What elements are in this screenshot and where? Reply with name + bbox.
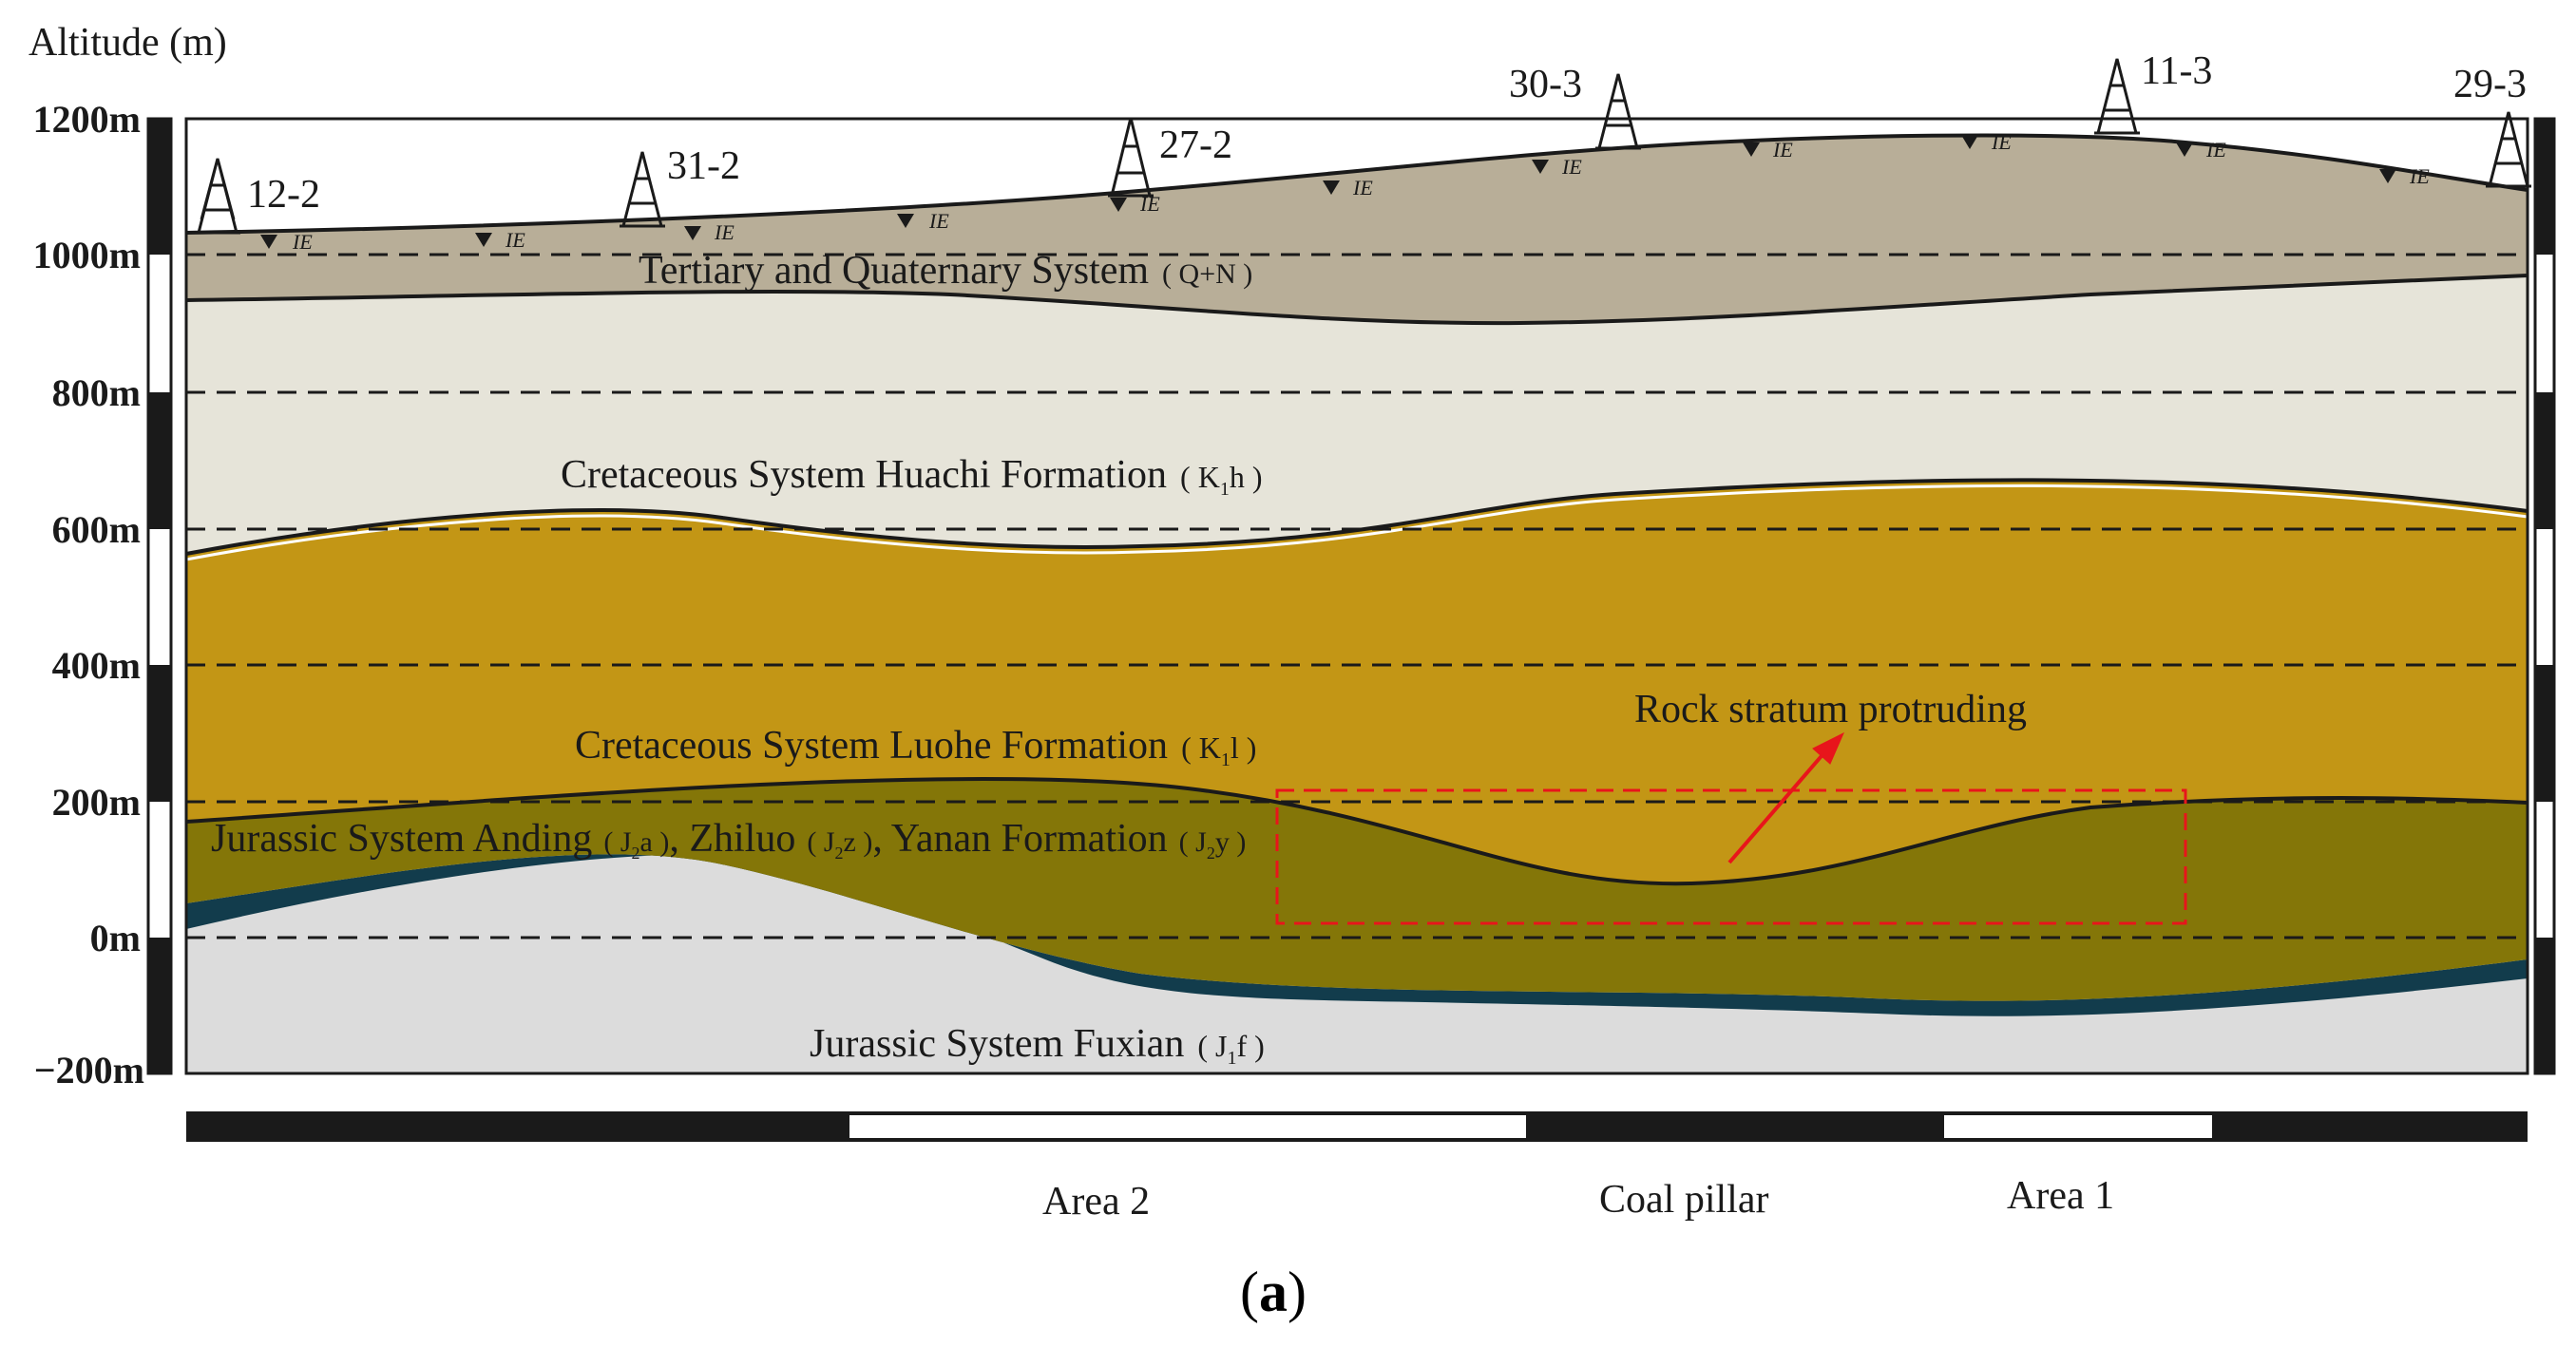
protrusion-annotation: Rock stratum protruding bbox=[1634, 688, 2027, 731]
wt-glyph: ΙΕ bbox=[928, 209, 949, 233]
y-tick: 200m bbox=[52, 781, 141, 824]
luohe-top-line bbox=[185, 478, 2528, 556]
y-axis-title: Altitude (m) bbox=[29, 21, 227, 65]
huachi-label: Cretaceous System Huachi Formation( K1h … bbox=[561, 453, 1262, 500]
wt-glyph: ΙΕ bbox=[2409, 164, 2430, 188]
derrick-icon bbox=[2094, 58, 2140, 135]
y-axis-ticks: 1200m 1000m 800m 600m 400m 200m 0m −200m bbox=[33, 98, 144, 1091]
y-tick: −200m bbox=[34, 1049, 144, 1091]
wt-glyph: ΙΕ bbox=[1561, 155, 1582, 179]
coal-seam-layer bbox=[186, 854, 2528, 1016]
stratum-boundaries bbox=[185, 133, 2528, 886]
wt-glyph: ΙΕ bbox=[714, 220, 735, 244]
wt-glyph: ΙΕ bbox=[505, 228, 525, 252]
area-label: Coal pillar bbox=[1599, 1178, 1768, 1222]
surface-line bbox=[185, 133, 2528, 235]
borehole-label: 27-2 bbox=[1159, 123, 1232, 167]
luohe-label: Cretaceous System Luohe Formation( K1l ) bbox=[575, 724, 1256, 770]
derrick-icon bbox=[195, 158, 240, 235]
wt-glyph: ΙΕ bbox=[1352, 176, 1373, 199]
fuxian-label: Jurassic System Fuxian( J1f ) bbox=[810, 1022, 1265, 1069]
area-indicator-bar bbox=[186, 1111, 2528, 1142]
borehole-label: 30-3 bbox=[1509, 63, 1582, 106]
wt-glyph: ΙΕ bbox=[1139, 192, 1160, 216]
y-tick: 1000m bbox=[33, 234, 141, 276]
y-tick: 1200m bbox=[33, 98, 141, 141]
huachi-layer bbox=[186, 275, 2528, 554]
derrick-icon bbox=[1595, 73, 1641, 150]
quaternary-layer bbox=[186, 135, 2528, 324]
right-scale-bar bbox=[2533, 117, 2556, 1075]
y-tick: 600m bbox=[52, 508, 141, 551]
derrick-icon bbox=[1108, 117, 1154, 198]
borehole-label: 31-2 bbox=[667, 144, 740, 188]
wt-glyph: ΙΕ bbox=[292, 230, 313, 254]
left-scale-bar bbox=[146, 117, 173, 1075]
huachi-top-line bbox=[185, 274, 2528, 326]
wt-glyph: ΙΕ bbox=[1991, 130, 2012, 154]
protrusion-highlight-box bbox=[1275, 788, 2187, 925]
borehole-derricks bbox=[195, 58, 2531, 235]
water-table-markers bbox=[260, 135, 2396, 249]
borehole-label: 12-2 bbox=[247, 173, 320, 217]
strata-layers bbox=[186, 135, 2528, 1073]
borehole-label: 11-3 bbox=[2141, 49, 2212, 93]
derrick-icon bbox=[2486, 111, 2531, 188]
protrusion-arrow bbox=[1727, 731, 1845, 864]
y-tick: 0m bbox=[90, 917, 141, 959]
wt-glyph: ΙΕ bbox=[2205, 138, 2226, 161]
water-table-glyphs: ΙΕ ΙΕ ΙΕ ΙΕ ΙΕ ΙΕ ΙΕ ΙΕ ΙΕ ΙΕ ΙΕ bbox=[292, 130, 2430, 254]
borehole-label: 29-3 bbox=[2453, 63, 2527, 106]
area-labels: Area 2 Coal pillar Area 1 bbox=[1042, 1174, 2114, 1224]
jurassic-upper-layer bbox=[186, 778, 2528, 1001]
section-frame bbox=[184, 117, 2529, 1075]
wt-glyph: ΙΕ bbox=[1772, 138, 1793, 161]
jurassic-upper-label: Jurassic System Anding( J2a ), Zhiluo( J… bbox=[211, 817, 1246, 863]
quaternary-label: Tertiary and Quaternary System( Q+N ) bbox=[639, 249, 1252, 293]
area-label: Area 1 bbox=[2007, 1174, 2114, 1218]
y-tick: 800m bbox=[52, 371, 141, 414]
y-tick: 400m bbox=[52, 644, 141, 687]
jurassic-top-line bbox=[185, 776, 2528, 886]
luohe-top-highlight bbox=[185, 484, 2528, 561]
borehole-labels: 12-2 31-2 27-2 30-3 11-3 29-3 bbox=[247, 49, 2527, 217]
panel-label: (a) bbox=[1240, 1261, 1307, 1323]
area-label: Area 2 bbox=[1042, 1180, 1150, 1224]
derrick-icon bbox=[620, 151, 665, 228]
